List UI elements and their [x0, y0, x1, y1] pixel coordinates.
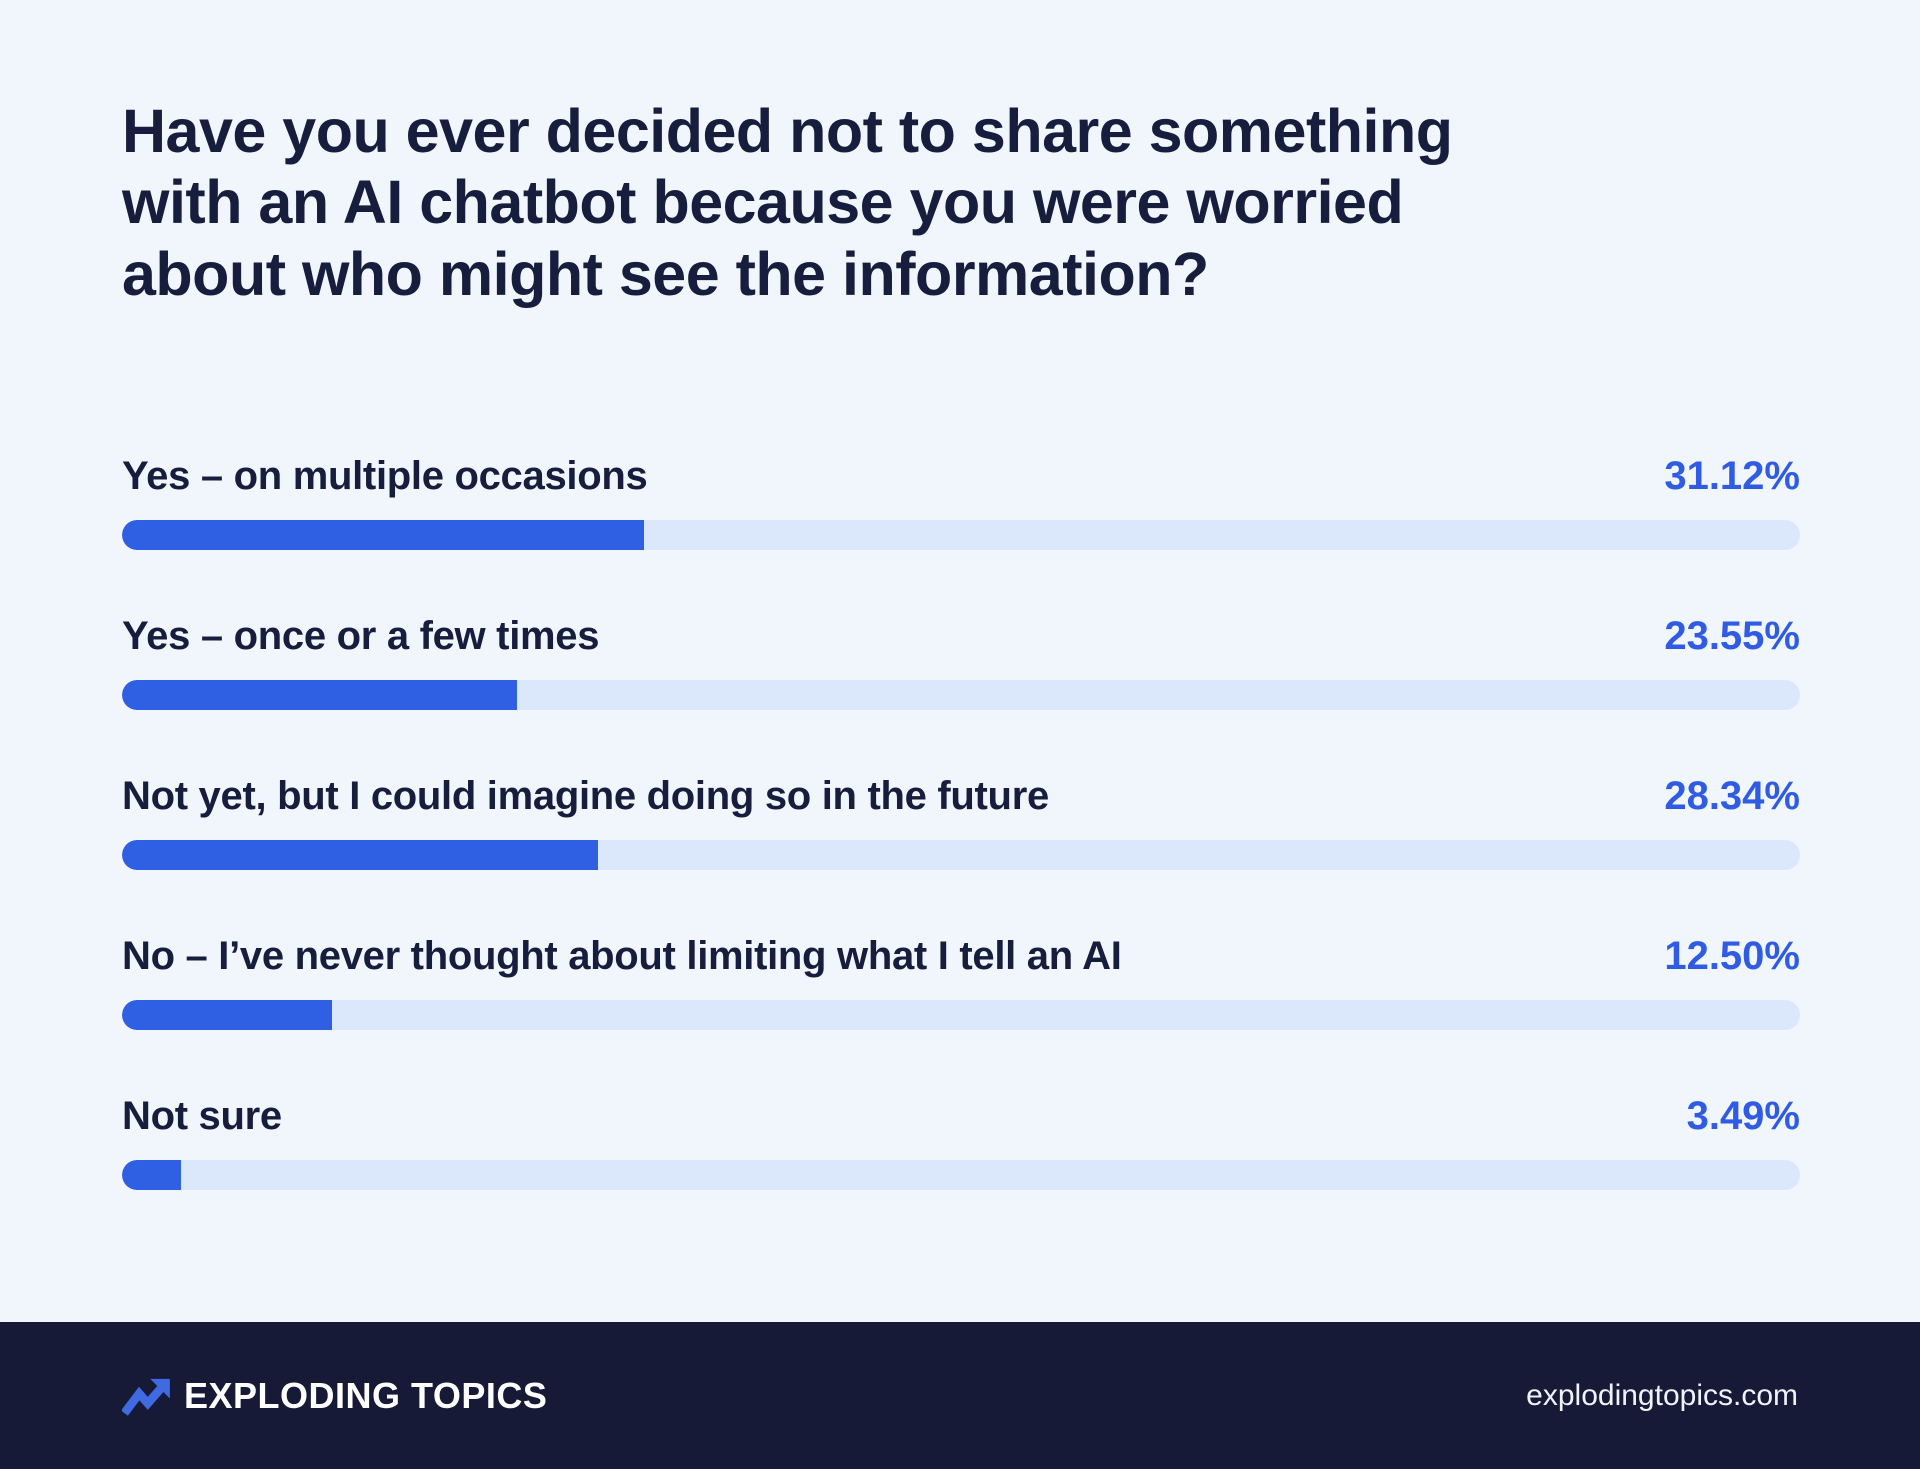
trending-up-arrow-icon: [122, 1375, 176, 1417]
bar-row: Not sure 3.49%: [122, 1092, 1800, 1252]
bar-track: [122, 1160, 1800, 1190]
brand-logo: EXPLODING TOPICS: [122, 1375, 547, 1417]
bar-row: Yes – once or a few times 23.55%: [122, 612, 1800, 772]
bar-value: 23.55%: [1664, 614, 1800, 658]
bar-value: 31.12%: [1664, 454, 1800, 498]
bar-fill: [122, 520, 645, 550]
chart-title: Have you ever decided not to share somet…: [122, 97, 1453, 308]
bar-row-header: Not sure 3.49%: [122, 1092, 1800, 1140]
bar-row-header: No – I’ve never thought about limiting w…: [122, 932, 1800, 980]
bar-fill: [122, 1160, 181, 1190]
bar-track: [122, 840, 1800, 870]
bar-fill: [122, 680, 518, 710]
bar-row: No – I’ve never thought about limiting w…: [122, 932, 1800, 1092]
website-url: explodingtopics.com: [1526, 1378, 1798, 1412]
bar-label: Not yet, but I could imagine doing so in…: [122, 774, 1049, 818]
bar-value: 3.49%: [1686, 1094, 1800, 1138]
bar-track: [122, 520, 1800, 550]
bar-track: [122, 1000, 1800, 1030]
bar-label: No – I’ve never thought about limiting w…: [122, 934, 1122, 978]
bar-track: [122, 680, 1800, 710]
footer: EXPLODING TOPICS explodingtopics.com: [0, 1322, 1920, 1469]
bar-label: Not sure: [122, 1094, 282, 1138]
bar-label: Yes – on multiple occasions: [122, 454, 648, 498]
bar-label: Yes – once or a few times: [122, 614, 600, 658]
bar-row-header: Not yet, but I could imagine doing so in…: [122, 772, 1800, 820]
brand-name: EXPLODING TOPICS: [184, 1374, 548, 1416]
bar-fill: [122, 840, 598, 870]
bar-row-header: Yes – on multiple occasions 31.12%: [122, 452, 1800, 500]
bar-row: Yes – on multiple occasions 31.12%: [122, 452, 1800, 612]
bar-fill: [122, 1000, 332, 1030]
bar-row-header: Yes – once or a few times 23.55%: [122, 612, 1800, 660]
bar-row: Not yet, but I could imagine doing so in…: [122, 772, 1800, 932]
bar-value: 12.50%: [1664, 934, 1800, 978]
bar-value: 28.34%: [1664, 774, 1800, 818]
bar-rows: Yes – on multiple occasions 31.12% Yes – o…: [122, 452, 1800, 1252]
